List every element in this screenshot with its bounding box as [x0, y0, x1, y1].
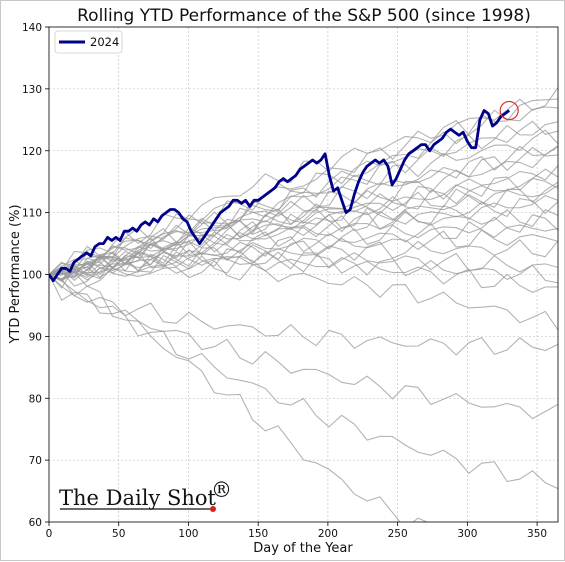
history-series-line: [49, 145, 558, 276]
history-series-line: [49, 197, 558, 275]
history-series-line: [49, 121, 558, 276]
x-tick-label: 200: [318, 528, 338, 540]
history-series-line: [49, 106, 558, 276]
x-tick-label: 250: [388, 528, 408, 540]
y-tick-label: 100: [22, 270, 42, 282]
x-tick-label: 100: [178, 528, 198, 540]
daily-shot-logo: The Daily Shot ®: [59, 478, 232, 512]
history-series-line: [49, 273, 429, 522]
history-series-line: [49, 274, 558, 356]
history-series-line: [49, 181, 558, 282]
logo-text: The Daily Shot: [59, 486, 217, 510]
y-tick-label: 90: [29, 331, 42, 343]
history-series-line: [49, 239, 558, 281]
history-series-line: [49, 208, 558, 276]
history-series-line: [49, 129, 558, 275]
grid: [48, 26, 558, 523]
latest-value-marker: [499, 100, 519, 121]
axis-ticks: 0 50 100 150 200 250 300 350 60 70 80 90 100 110 120 13…: [22, 22, 547, 540]
y-tick-label: 70: [29, 455, 42, 467]
logo-registered-mark: ®: [211, 478, 232, 502]
history-series-line: [49, 255, 558, 287]
x-tick-label: 350: [527, 528, 547, 540]
y-tick-label: 130: [22, 84, 42, 96]
history-series-line: [49, 274, 558, 420]
x-tick-label: 50: [112, 528, 125, 540]
history-series-line: [49, 260, 558, 331]
history-series-line: [49, 87, 558, 281]
history-series-line: [49, 221, 558, 278]
history-lines: [49, 87, 558, 522]
legend-box: [54, 30, 123, 54]
legend-label-2024: 2024: [90, 35, 119, 49]
y-tick-label: 60: [29, 517, 42, 529]
x-tick-label: 0: [46, 528, 53, 540]
chart-title: Rolling YTD Performance of the S&P 500 (…: [77, 6, 531, 26]
x-axis-label: Day of the Year: [253, 541, 353, 556]
y-tick-label: 110: [22, 208, 42, 220]
history-series-line: [49, 229, 558, 281]
history-series-line: [49, 274, 558, 490]
series-2024-line: [49, 109, 511, 283]
history-series-line: [49, 146, 558, 275]
x-tick-label: 300: [457, 528, 477, 540]
highlight-layer: [49, 100, 519, 283]
history-series-line: [49, 165, 558, 279]
y-tick-label: 80: [29, 393, 42, 405]
y-tick-label: 120: [22, 146, 42, 158]
y-axis-label: YTD Performance (%): [8, 204, 23, 344]
history-series-line: [49, 251, 558, 294]
history-series-line: [49, 184, 558, 276]
y-tick-label: 140: [22, 22, 42, 34]
logo-red-dot: [210, 506, 216, 512]
x-tick-label: 150: [248, 528, 268, 540]
legend: 2024: [54, 30, 123, 54]
